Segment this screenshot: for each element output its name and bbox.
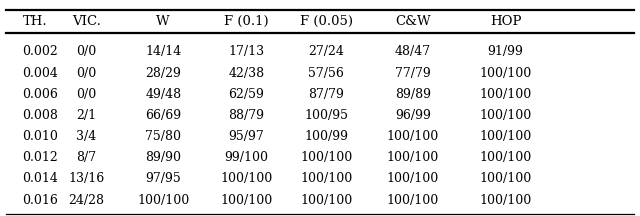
Text: 0.016: 0.016 bbox=[22, 194, 58, 206]
Text: 89/89: 89/89 bbox=[395, 88, 431, 101]
Text: 100/100: 100/100 bbox=[300, 172, 353, 185]
Text: 3/4: 3/4 bbox=[76, 130, 97, 143]
Text: 8/7: 8/7 bbox=[76, 151, 97, 164]
Text: 27/24: 27/24 bbox=[308, 45, 344, 58]
Text: F (0.05): F (0.05) bbox=[300, 15, 353, 28]
Text: 100/100: 100/100 bbox=[479, 109, 532, 122]
Text: 89/90: 89/90 bbox=[145, 151, 181, 164]
Text: W: W bbox=[156, 15, 170, 28]
Text: 88/79: 88/79 bbox=[228, 109, 264, 122]
Text: 100/100: 100/100 bbox=[387, 172, 439, 185]
Text: 0.006: 0.006 bbox=[22, 88, 58, 101]
Text: 28/29: 28/29 bbox=[145, 67, 181, 79]
Text: 100/100: 100/100 bbox=[387, 194, 439, 206]
Text: 42/38: 42/38 bbox=[228, 67, 264, 79]
Text: 0.008: 0.008 bbox=[22, 109, 58, 122]
Text: 62/59: 62/59 bbox=[228, 88, 264, 101]
Text: 100/100: 100/100 bbox=[479, 130, 532, 143]
Text: 0.002: 0.002 bbox=[22, 45, 58, 58]
Text: 0.014: 0.014 bbox=[22, 172, 58, 185]
Text: 96/99: 96/99 bbox=[395, 109, 431, 122]
Text: 24/28: 24/28 bbox=[68, 194, 104, 206]
Text: 100/100: 100/100 bbox=[479, 172, 532, 185]
Text: C&W: C&W bbox=[395, 15, 431, 28]
Text: 2/1: 2/1 bbox=[76, 109, 97, 122]
Text: 97/95: 97/95 bbox=[145, 172, 181, 185]
Text: 100/100: 100/100 bbox=[479, 194, 532, 206]
Text: F (0.1): F (0.1) bbox=[224, 15, 269, 28]
Text: 0/0: 0/0 bbox=[76, 67, 97, 79]
Text: 95/97: 95/97 bbox=[228, 130, 264, 143]
Text: 0.004: 0.004 bbox=[22, 67, 58, 79]
Text: 66/69: 66/69 bbox=[145, 109, 181, 122]
Text: 14/14: 14/14 bbox=[145, 45, 181, 58]
Text: 0.012: 0.012 bbox=[22, 151, 58, 164]
Text: 100/100: 100/100 bbox=[479, 151, 532, 164]
Text: 0/0: 0/0 bbox=[76, 45, 97, 58]
Text: 91/99: 91/99 bbox=[488, 45, 524, 58]
Text: 57/56: 57/56 bbox=[308, 67, 344, 79]
Text: 77/79: 77/79 bbox=[395, 67, 431, 79]
Text: 0.010: 0.010 bbox=[22, 130, 58, 143]
Text: 100/100: 100/100 bbox=[220, 194, 273, 206]
Text: HOP: HOP bbox=[490, 15, 522, 28]
Text: 48/47: 48/47 bbox=[395, 45, 431, 58]
Text: 49/48: 49/48 bbox=[145, 88, 181, 101]
Text: 99/100: 99/100 bbox=[225, 151, 268, 164]
Text: 87/79: 87/79 bbox=[308, 88, 344, 101]
Text: 100/100: 100/100 bbox=[387, 151, 439, 164]
Text: 100/95: 100/95 bbox=[305, 109, 348, 122]
Text: 100/100: 100/100 bbox=[479, 67, 532, 79]
Text: 17/13: 17/13 bbox=[228, 45, 264, 58]
Text: 100/100: 100/100 bbox=[479, 88, 532, 101]
Text: VIC.: VIC. bbox=[72, 15, 101, 28]
Text: 100/99: 100/99 bbox=[305, 130, 348, 143]
Text: 100/100: 100/100 bbox=[387, 130, 439, 143]
Text: 100/100: 100/100 bbox=[137, 194, 189, 206]
Text: 100/100: 100/100 bbox=[300, 151, 353, 164]
Text: 0/0: 0/0 bbox=[76, 88, 97, 101]
Text: 75/80: 75/80 bbox=[145, 130, 181, 143]
Text: 100/100: 100/100 bbox=[220, 172, 273, 185]
Text: TH.: TH. bbox=[22, 15, 47, 28]
Text: 100/100: 100/100 bbox=[300, 194, 353, 206]
Text: 13/16: 13/16 bbox=[68, 172, 104, 185]
